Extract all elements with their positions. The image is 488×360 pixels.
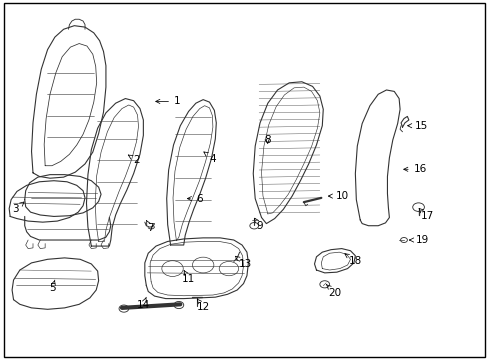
Text: 1: 1: [156, 96, 180, 107]
Text: 9: 9: [254, 218, 263, 231]
Text: 7: 7: [146, 220, 154, 233]
Text: 18: 18: [344, 254, 362, 266]
Text: 5: 5: [49, 280, 56, 293]
Text: 11: 11: [182, 271, 195, 284]
Text: 12: 12: [197, 299, 210, 312]
Text: 14: 14: [136, 297, 149, 310]
Text: 17: 17: [418, 208, 433, 221]
Text: 2: 2: [128, 155, 140, 165]
Text: 19: 19: [408, 235, 428, 245]
Text: 15: 15: [407, 121, 427, 131]
Text: 13: 13: [235, 256, 251, 269]
Text: 16: 16: [403, 164, 426, 174]
Text: 10: 10: [327, 191, 348, 201]
Text: 20: 20: [326, 285, 341, 297]
Text: 4: 4: [203, 152, 216, 163]
Text: 3: 3: [12, 202, 24, 214]
Text: 8: 8: [264, 135, 270, 145]
Text: 6: 6: [187, 194, 202, 203]
